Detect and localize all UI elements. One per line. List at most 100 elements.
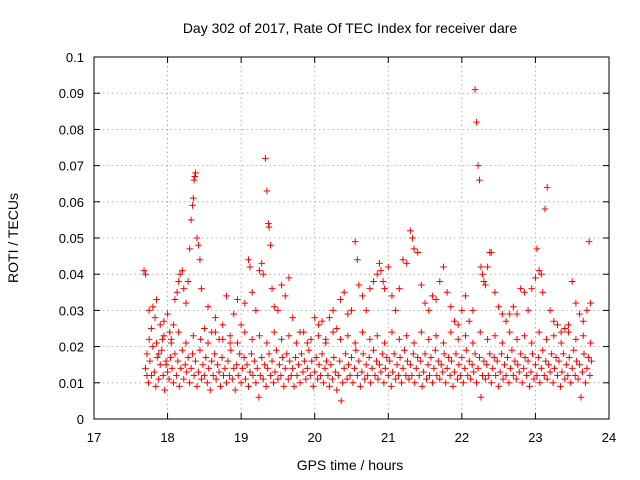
data-point — [543, 184, 551, 191]
y-tick-label: 0 — [77, 412, 84, 427]
data-point — [355, 357, 363, 365]
x-tick-label: 20 — [307, 430, 321, 445]
data-point — [448, 357, 455, 365]
data-point — [265, 350, 273, 358]
data-point — [332, 368, 339, 376]
data-point — [249, 372, 257, 379]
data-point — [279, 354, 286, 361]
data-point — [373, 357, 380, 365]
data-point — [571, 372, 579, 379]
data-point — [227, 346, 235, 354]
data-point — [495, 303, 502, 311]
data-point — [490, 354, 498, 361]
data-point — [158, 346, 165, 354]
data-point — [572, 336, 580, 343]
data-point — [451, 368, 458, 376]
data-point — [201, 372, 208, 379]
data-point — [452, 350, 460, 358]
data-point — [374, 375, 382, 383]
data-point — [588, 357, 595, 365]
data-point — [196, 346, 204, 354]
data-point — [277, 372, 285, 379]
data-point — [580, 350, 588, 358]
data-point — [373, 270, 381, 278]
data-point — [546, 307, 554, 314]
data-point — [502, 317, 510, 325]
data-point — [289, 365, 296, 372]
data-point — [371, 372, 379, 379]
data-point — [256, 332, 263, 340]
data-point — [449, 383, 457, 390]
data-point — [311, 314, 319, 321]
data-point — [190, 332, 197, 340]
data-point — [324, 372, 332, 379]
data-point — [502, 372, 510, 379]
data-point — [263, 187, 271, 195]
data-point — [436, 278, 444, 285]
data-point — [480, 278, 488, 285]
x-tick-label: 19 — [234, 430, 248, 445]
data-point — [174, 357, 182, 365]
data-point — [517, 350, 525, 358]
data-point — [226, 332, 234, 340]
data-point — [318, 317, 326, 325]
data-point — [252, 307, 260, 314]
data-point — [498, 350, 505, 358]
data-point — [418, 281, 425, 289]
data-point — [565, 328, 572, 336]
y-tick-label: 0.06 — [59, 195, 84, 210]
data-point — [408, 372, 416, 379]
data-point — [533, 372, 541, 379]
data-point — [387, 383, 395, 390]
data-point — [289, 314, 296, 321]
data-point — [521, 289, 528, 296]
data-point — [551, 365, 558, 372]
data-point — [198, 285, 205, 292]
data-point — [471, 350, 479, 358]
data-point — [532, 274, 539, 282]
data-point — [214, 361, 221, 368]
data-point — [321, 365, 329, 372]
data-point — [285, 332, 293, 340]
data-point — [561, 375, 569, 383]
data-point — [496, 368, 504, 376]
data-point — [160, 317, 168, 325]
data-point — [236, 350, 243, 358]
data-point — [329, 375, 336, 383]
data-point — [263, 339, 271, 347]
data-point — [271, 368, 279, 376]
data-point — [175, 278, 182, 285]
data-point — [495, 383, 502, 390]
data-point — [574, 375, 582, 383]
data-point — [152, 383, 160, 390]
data-point — [211, 350, 218, 358]
y-tick-label: 0.03 — [59, 303, 84, 318]
data-point — [545, 361, 552, 368]
data-point — [199, 361, 207, 368]
data-point — [377, 368, 385, 376]
data-point — [184, 278, 192, 285]
data-point — [517, 285, 525, 292]
data-point — [579, 317, 587, 325]
data-point — [243, 361, 251, 368]
data-point — [262, 155, 269, 162]
data-point — [515, 368, 523, 376]
data-point — [364, 372, 371, 379]
y-tick-label: 0.07 — [59, 159, 84, 174]
data-point — [443, 365, 451, 372]
data-point — [523, 372, 530, 379]
data-point — [407, 227, 414, 235]
data-point — [457, 372, 464, 379]
data-point — [178, 267, 186, 274]
data-point — [462, 346, 470, 354]
data-point — [159, 336, 166, 343]
data-point — [410, 245, 418, 253]
data-point — [473, 379, 480, 387]
x-axis-label: GPS time / hours — [297, 457, 404, 473]
data-point — [333, 386, 341, 394]
data-point — [204, 303, 212, 311]
data-point — [440, 263, 447, 271]
data-point — [560, 350, 567, 358]
data-point — [370, 346, 377, 354]
data-point — [499, 375, 507, 383]
